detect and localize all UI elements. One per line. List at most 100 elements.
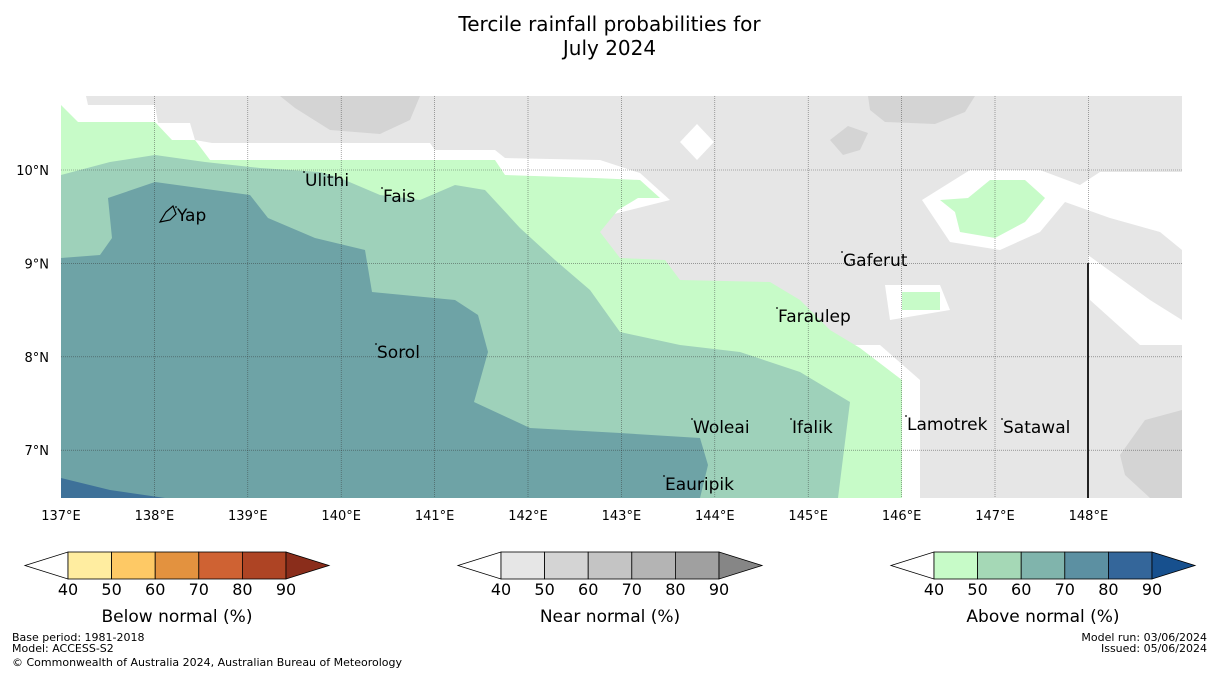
legend-swatch [1108,551,1153,580]
lon-tick-label: 144°E [695,509,735,524]
colorbar-legends: 40 50 60 70 80 90 Below normal (%) 40 50 60 70 80 90… [23,551,1197,627]
lat-tick-label: 10°N [16,164,49,179]
place-label-sorol: Sorol [377,343,420,363]
legend-swatch [631,551,676,580]
above-normal-70-80-area [61,478,165,498]
island-marker [375,343,377,345]
legend-swatch [718,551,764,580]
island-marker [303,171,305,173]
legend-swatch [977,551,1022,580]
lon-tick-label: 138°E [135,509,175,524]
island-marker [905,415,907,417]
legend-swatch [241,551,287,580]
place-label-ifalik: Ifalik [792,418,833,438]
lat-tick-label: 7°N [25,444,50,459]
legend-tick-label: 50 [534,580,554,599]
legend-swatch [1151,551,1197,580]
island-marker [790,418,792,420]
yap-island-outline [158,204,177,223]
place-label-faraulep: Faraulep [778,307,851,327]
island-marker [663,475,665,477]
legend-near-normal: 40 50 60 70 80 90 Near normal (%) [456,551,764,627]
legend-swatch [456,551,502,580]
island-marker [175,206,177,208]
axis-tick-labels: 137°E 138°E 139°E 140°E 141°E 142°E 143°E 144°E… [16,164,1108,524]
lon-tick-label: 147°E [975,509,1015,524]
title-line-2: July 2024 [562,36,657,60]
lon-tick-label: 137°E [41,509,81,524]
legend-swatch [544,551,589,580]
legend-above-normal: 40 50 60 70 80 90 Above normal (%) [889,551,1197,627]
legend-tick-label: 90 [709,580,729,599]
legend-title: Below normal (%) [102,607,253,627]
legend-swatch [933,551,978,580]
place-label-fais: Fais [383,187,415,207]
island-marker [1001,418,1003,420]
legend-swatch [154,551,200,580]
copyright-note: © Commonwealth of Australia 2024, Austra… [12,656,402,669]
near-normal-50-60-patch [830,126,868,155]
base-period-note: Base period: 1981-2018 [12,631,145,644]
issued-note: Issued: 05/06/2024 [1100,642,1207,655]
above-normal-40-50-area [940,180,1045,238]
near-normal-50-60-patch [868,96,975,124]
legend-swatch [111,551,156,580]
lat-tick-label: 9°N [25,257,50,272]
place-label-eauripik: Eauripik [665,475,734,495]
legend-swatch [675,551,720,580]
lon-tick-label: 148°E [1069,509,1109,524]
legend-tick-label: 40 [924,580,944,599]
chart-title: Tercile rainfall probabilities for July … [0,12,1219,60]
legend-swatch [67,551,112,580]
near-normal-50-60-patch [280,96,420,134]
no-shift-area [680,124,714,160]
lon-tick-label: 139°E [228,509,268,524]
legend-tick-label: 70 [622,580,642,599]
legend-title: Above normal (%) [966,607,1119,627]
legend-swatch [198,551,243,580]
island-marker [841,251,843,253]
legend-tick-label: 90 [1142,580,1162,599]
legend-tick-label: 70 [1055,580,1075,599]
island-marker [776,307,778,309]
model-note: Model: ACCESS-S2 [12,642,114,655]
lon-tick-label: 141°E [415,509,455,524]
legend-tick-label: 70 [189,580,209,599]
legend-swatch [23,551,69,580]
place-label-gaferut: Gaferut [843,251,908,271]
near-normal-50-60-patch [1120,410,1182,498]
legend-swatch [1064,551,1109,580]
model-run-note: Model run: 03/06/2024 [1081,631,1207,644]
legend-tick-label: 80 [665,580,685,599]
place-labels: Ulithi Fais Yap Gaferut Faraulep Sorol Woleai I… [175,171,1070,495]
legend-tick-label: 80 [232,580,252,599]
lon-tick-label: 142°E [508,509,548,524]
legend-tick-label: 40 [491,580,511,599]
place-label-woleai: Woleai [693,418,750,438]
legend-below-normal: 40 50 60 70 80 90 Below normal (%) [23,551,331,627]
legend-tick-label: 50 [967,580,987,599]
island-marker [691,418,693,420]
legend-tick-label: 60 [145,580,165,599]
legend-swatch [500,551,545,580]
island-marker [381,187,383,189]
legend-tick-label: 50 [101,580,121,599]
legend-swatch [889,551,935,580]
legend-tick-label: 40 [58,580,78,599]
place-label-satawal: Satawal [1003,418,1070,438]
place-label-ulithi: Ulithi [305,171,349,191]
lat-tick-label: 8°N [25,351,50,366]
place-label-yap: Yap [176,206,206,226]
no-shift-area [1088,255,1182,345]
lon-tick-label: 143°E [602,509,642,524]
title-line-1: Tercile rainfall probabilities for [458,12,761,36]
legend-swatch [1020,551,1066,580]
legend-tick-label: 60 [1011,580,1031,599]
legend-tick-label: 80 [1098,580,1118,599]
lon-tick-label: 146°E [882,509,922,524]
legend-tick-label: 60 [578,580,598,599]
place-label-lamotrek: Lamotrek [907,415,988,435]
lon-tick-label: 140°E [321,509,361,524]
above-normal-40-50-area [902,292,940,310]
